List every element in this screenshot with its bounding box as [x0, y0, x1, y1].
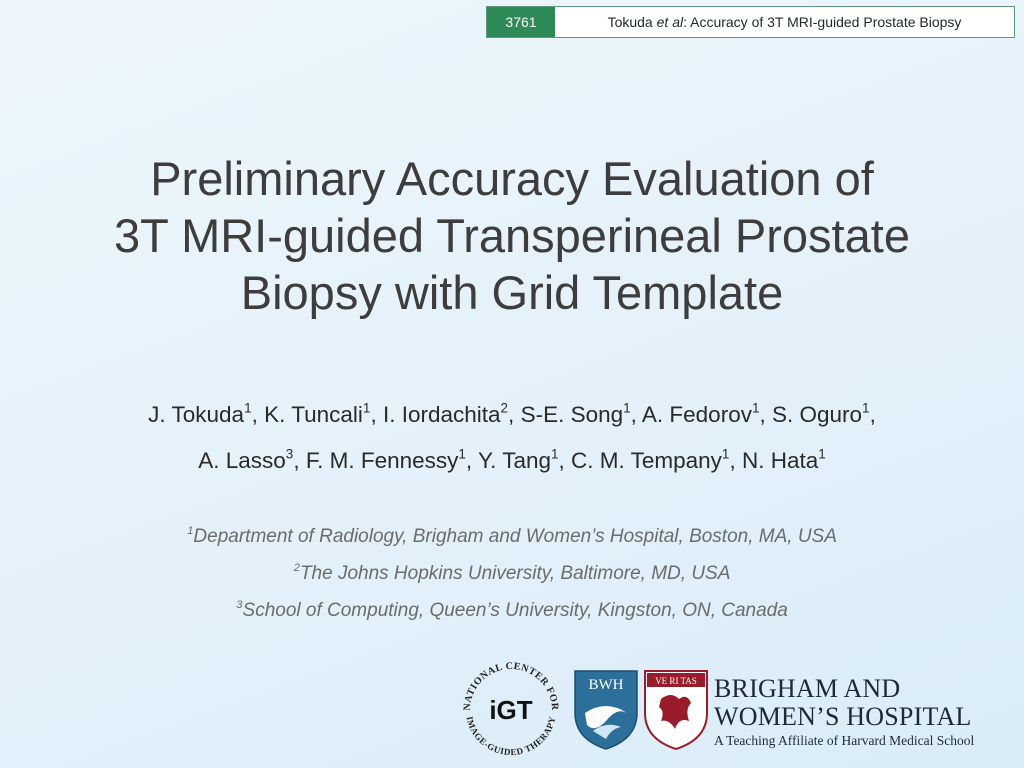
affiliation-list: 1Department of Radiology, Brigham and Wo…	[0, 518, 1024, 629]
author-affil-sup: 1	[751, 400, 760, 416]
author-name: C. M. Tempany	[571, 448, 722, 473]
affiliation-sup: 2	[293, 562, 300, 575]
slide-header-badge: 3761 Tokuda et al : Accuracy of 3T MRI-g…	[486, 6, 1015, 38]
hospital-name-line-1: BRIGHAM AND	[714, 674, 901, 703]
author-affil-sup: 1	[458, 446, 466, 462]
affiliation-3: 3School of Computing, Queen’s University…	[0, 592, 1024, 629]
author-name: A. Fedorov	[641, 402, 752, 427]
author-name: Y. Tang	[478, 448, 551, 473]
ncigt-logo: NATIONAL CENTER FOR IMAGE-GUIDED THERAPY…	[462, 661, 560, 757]
author-name: A. Lasso	[198, 448, 286, 473]
ncigt-mark-text: iGT	[489, 695, 532, 725]
hospital-tagline: A Teaching Affiliate of Harvard Medical …	[714, 733, 975, 748]
sponsor-logos: NATIONAL CENTER FOR IMAGE-GUIDED THERAPY…	[456, 655, 1016, 765]
author-name: S-E. Song	[520, 402, 624, 427]
author-name: J. Tokuda	[148, 402, 245, 427]
running-title-etal: et al	[656, 14, 684, 30]
slide-title: Preliminary Accuracy Evaluation of 3T MR…	[0, 150, 1024, 321]
author-name: I. Iordachita	[382, 402, 501, 427]
author-affil-sup: 2	[500, 400, 509, 416]
affiliation-sup: 3	[236, 599, 243, 612]
affiliation-text: The Johns Hopkins University, Baltimore,…	[299, 563, 731, 584]
affiliation-sup: 1	[187, 525, 194, 538]
title-line-3: Biopsy with Grid Template	[240, 266, 784, 319]
crest-motto-text: VE RI TAS	[655, 676, 697, 686]
bwh-mark-text: BWH	[589, 677, 624, 693]
author-list: J. Tokuda1, K. Tuncali1, I. Iordachita2,…	[0, 392, 1024, 484]
affiliation-2: 2The Johns Hopkins University, Baltimore…	[0, 555, 1024, 592]
author-affil-sup: 1	[862, 400, 870, 416]
bwh-shield-logo: BWH	[574, 670, 638, 750]
author-name: N. Hata	[741, 448, 819, 473]
affiliation-1: 1Department of Radiology, Brigham and Wo…	[0, 518, 1024, 555]
author-affil-sup: 1	[551, 446, 559, 462]
running-title-rest: : Accuracy of 3T MRI-guided Prostate Bio…	[683, 14, 962, 30]
harvard-crest-logo: VE RI TAS	[644, 670, 708, 751]
title-line-1: Preliminary Accuracy Evaluation of	[150, 152, 874, 205]
author-affil-sup: 1	[623, 400, 631, 416]
running-title-author: Tokuda	[607, 14, 653, 30]
running-title: Tokuda et al : Accuracy of 3T MRI-guided…	[555, 7, 1014, 37]
author-name: S. Oguro	[772, 402, 863, 427]
author-affil-sup: 1	[818, 446, 826, 462]
hospital-wordmark: BRIGHAM AND WOMEN’S HOSPITAL A Teaching …	[714, 675, 974, 751]
slide-number: 3761	[487, 7, 555, 37]
author-affil-sup: 1	[244, 400, 252, 416]
affiliation-text: School of Computing, Queen’s University,…	[242, 600, 788, 621]
author-name: F. M. Fennessy	[305, 448, 459, 473]
author-line-2: A. Lasso3, F. M. Fennessy1, Y. Tang1, C.…	[198, 446, 826, 473]
author-affil-sup: 1	[721, 446, 730, 462]
author-affil-sup: 1	[362, 400, 371, 416]
author-name: K. Tuncali	[264, 402, 363, 427]
author-affil-sup: 3	[285, 446, 294, 462]
affiliation-text: Department of Radiology, Brigham and Wom…	[193, 526, 837, 547]
title-line-2: 3T MRI-guided Transperineal Prostate	[114, 209, 910, 262]
hospital-name-line-2: WOMEN’S HOSPITAL	[714, 702, 972, 731]
author-line-1: J. Tokuda1, K. Tuncali1, I. Iordachita2,…	[148, 400, 876, 427]
